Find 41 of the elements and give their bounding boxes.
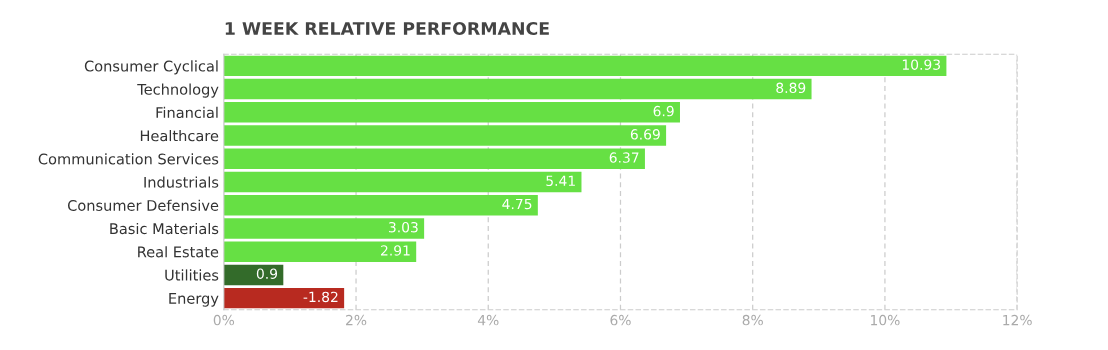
y-tick-label: Healthcare <box>140 130 219 142</box>
y-tick-label: Real Estate <box>138 246 219 258</box>
data-label: 4.75 <box>502 198 532 210</box>
bar <box>223 55 947 77</box>
x-tick-label: 8% <box>742 314 763 326</box>
y-tick-label: Utilities <box>165 269 219 281</box>
x-tick-label: 4% <box>477 314 499 326</box>
y-tick-label: Technology <box>137 83 219 98</box>
bar <box>223 78 812 100</box>
bar <box>223 148 645 169</box>
x-tick-label: 12% <box>1003 314 1032 326</box>
bar <box>223 171 582 193</box>
y-tick-label: Energy <box>169 293 219 307</box>
bar <box>223 218 425 239</box>
y-tick-label: Communication Services <box>38 153 219 165</box>
bar <box>223 264 284 286</box>
data-label: 3.03 <box>388 221 418 233</box>
data-label: 6.37 <box>609 152 639 163</box>
y-tick-label: Financial <box>156 106 218 119</box>
y-tick-label: Industrials <box>144 176 219 188</box>
x-tick-label: 6% <box>610 314 631 326</box>
bar <box>223 287 345 309</box>
bar <box>223 241 417 262</box>
data-label: 6.69 <box>630 129 660 140</box>
bar <box>223 102 680 123</box>
data-label: 10.93 <box>902 59 940 70</box>
y-tick-label: Consumer Defensive <box>67 199 219 211</box>
y-tick-label: Consumer Cyclical <box>84 60 218 75</box>
bar <box>223 195 538 216</box>
y-tick-label: Basic Materials <box>110 222 219 235</box>
chart-title: 1 WEEK RELATIVE PERFORMANCE <box>225 21 549 36</box>
data-label: 2.91 <box>381 245 410 256</box>
data-label: -1.82 <box>303 291 338 303</box>
data-label: 0.9 <box>256 268 278 279</box>
x-tick-label: 10% <box>871 314 900 326</box>
data-label: 8.89 <box>776 82 806 94</box>
x-tick-label: 0% <box>213 314 235 326</box>
x-tick-label: 2% <box>346 314 367 326</box>
bar <box>223 125 667 146</box>
data-label: 5.41 <box>546 175 575 187</box>
data-label: 6.9 <box>653 105 674 117</box>
